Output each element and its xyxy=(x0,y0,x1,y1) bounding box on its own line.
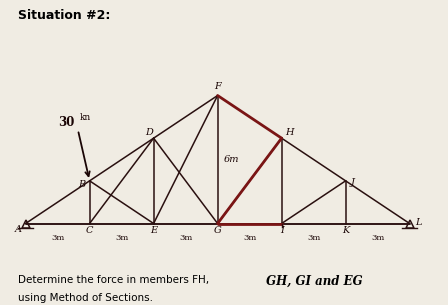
Text: 30: 30 xyxy=(58,116,74,129)
Text: using Method of Sections.: using Method of Sections. xyxy=(18,293,153,303)
Text: D: D xyxy=(146,128,153,137)
Text: B: B xyxy=(78,180,86,188)
Text: 6m: 6m xyxy=(224,155,240,164)
Text: L: L xyxy=(415,218,422,227)
Text: G: G xyxy=(214,227,221,235)
Text: K: K xyxy=(342,227,349,235)
Text: I: I xyxy=(280,227,284,235)
Text: GH, GI and EG: GH, GI and EG xyxy=(262,274,363,288)
Text: 3m: 3m xyxy=(371,235,384,242)
Text: H: H xyxy=(285,128,293,137)
Text: C: C xyxy=(86,227,93,235)
Text: Situation #2:: Situation #2: xyxy=(18,9,110,22)
Text: A: A xyxy=(15,225,22,235)
Text: Determine the force in members FH,: Determine the force in members FH, xyxy=(18,274,209,285)
Text: J: J xyxy=(351,178,355,188)
Text: E: E xyxy=(150,227,157,235)
Text: 3m: 3m xyxy=(307,235,320,242)
Text: 3m: 3m xyxy=(179,235,192,242)
Text: 3m: 3m xyxy=(243,235,256,242)
Text: 3m: 3m xyxy=(51,235,64,242)
Text: F: F xyxy=(214,82,221,92)
Text: 3m: 3m xyxy=(115,235,128,242)
Text: kn: kn xyxy=(80,113,91,122)
